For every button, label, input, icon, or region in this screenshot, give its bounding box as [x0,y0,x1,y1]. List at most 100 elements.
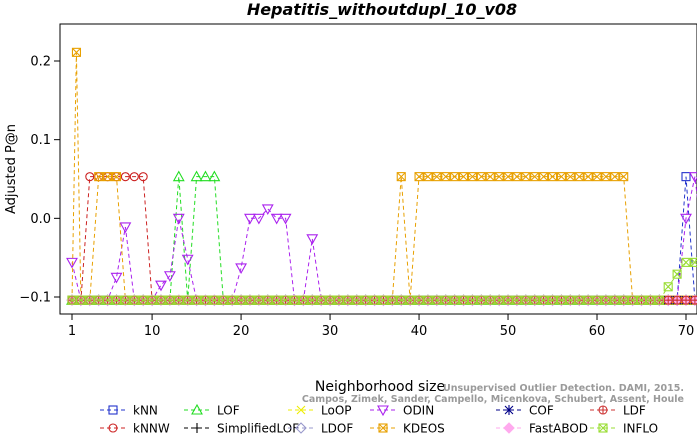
series-inflo [67,255,697,305]
data-point [316,295,326,305]
data-point [174,295,184,305]
data-point [467,172,477,182]
data-point [690,257,697,267]
chart-title: Hepatitis_withoutdupl_10_v08 [247,0,517,19]
data-point [334,295,344,305]
legend-item: LOF [184,404,240,418]
x-tick-label: 50 [500,324,517,339]
data-point [227,295,237,305]
legend-label: FastABOD [529,422,588,434]
data-point [450,172,460,182]
data-point [245,295,255,305]
data-point [120,172,130,182]
legend: kNN kNNW LOF SimplifiedLOF LoOP LDOF ODIN KDEOS… [100,404,658,434]
legend-label: INFLO [623,422,658,434]
data-point [190,170,203,182]
data-point [235,263,248,275]
data-point [610,172,620,182]
data-point [181,254,194,266]
data-point [672,295,682,305]
data-point [94,295,104,305]
legend-item: INFLO [590,422,658,434]
data-point [279,213,292,225]
data-point [67,295,77,305]
data-point [458,172,469,182]
data-point [619,172,629,182]
data-point [209,295,219,305]
data-point [163,271,176,282]
legend-item: LDOF [288,422,353,434]
data-point [494,172,504,182]
data-point [129,295,139,305]
data-point [503,295,513,305]
data-point [85,295,95,305]
data-point [343,295,353,305]
data-point [111,172,122,182]
data-point [263,295,273,305]
data-point [218,295,228,305]
data-point [405,295,415,305]
data-point [521,295,531,305]
data-point [539,295,549,305]
data-point [690,295,697,305]
data-point [307,295,317,305]
data-point [547,172,558,182]
data-point [252,213,265,225]
y-tick-label: 0.2 [30,55,51,70]
legend-item: SimplifiedLOF [184,422,299,434]
legend-marker [192,423,202,433]
legend-marker [191,403,203,415]
data-point [111,295,122,305]
data-point [155,280,167,292]
legend-marker [598,405,608,415]
data-point [636,295,647,305]
data-point [672,269,682,279]
legend-label: ODIN [403,404,434,418]
legend-item: kNNW [100,422,170,434]
series-knnw [67,172,697,305]
axes-layer: 1 10 20 30 40 50 60 70 −0.1 0.0 0.1 0.2 [19,55,694,340]
data-point [110,272,123,284]
legend-marker [108,423,118,433]
data-point [654,295,664,305]
data-point [208,170,221,182]
data-point [272,295,282,305]
y-axis-label: Adjusted P@n [4,124,19,214]
data-point [71,47,81,57]
data-point [619,295,629,305]
data-point [592,295,602,305]
data-point [565,295,575,305]
data-point [378,295,388,305]
legend-label: LDOF [321,422,353,434]
x-tick-label: 60 [589,324,606,339]
x-tick-label: 30 [322,324,339,339]
data-point [370,295,380,305]
data-point [298,295,308,305]
legend-item: LDF [590,404,646,418]
x-axis-label: Neighborhood size [315,379,445,395]
data-point [236,295,246,305]
credit-line-1: Unsupervised Outlier Detection. DAMI, 20… [443,383,684,394]
data-point [261,204,274,216]
data-point [183,295,193,305]
data-point [681,257,691,267]
data-point [156,295,166,305]
data-point [450,295,460,305]
data-point [476,295,486,305]
data-point [680,213,692,225]
data-point [539,172,549,182]
data-point [423,172,433,182]
data-point [432,295,442,305]
data-point [681,172,691,182]
data-point [361,295,371,305]
data-point [663,282,673,292]
data-point [94,172,104,182]
data-point [103,172,113,182]
legend-label: LoOP [321,404,352,418]
legend-marker [108,405,118,415]
series-line [72,255,697,301]
legend-item: FastABOD [496,422,588,434]
data-point [325,295,335,305]
plot-area-border [59,23,697,315]
